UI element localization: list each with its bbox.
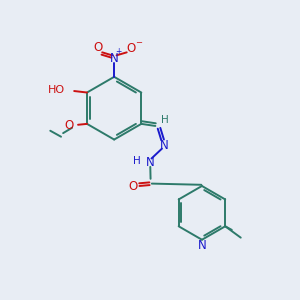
Text: HO: HO xyxy=(48,85,65,95)
Text: N: N xyxy=(146,156,155,169)
Text: N: N xyxy=(110,52,118,65)
Text: O: O xyxy=(64,119,74,133)
Text: O: O xyxy=(93,41,102,54)
Text: −: − xyxy=(135,38,142,47)
Text: N: N xyxy=(160,139,169,152)
Text: N: N xyxy=(198,239,206,252)
Text: +: + xyxy=(115,47,122,56)
Text: O: O xyxy=(127,42,136,55)
Text: H: H xyxy=(161,115,169,125)
Text: H: H xyxy=(133,156,141,166)
Text: O: O xyxy=(128,180,137,194)
